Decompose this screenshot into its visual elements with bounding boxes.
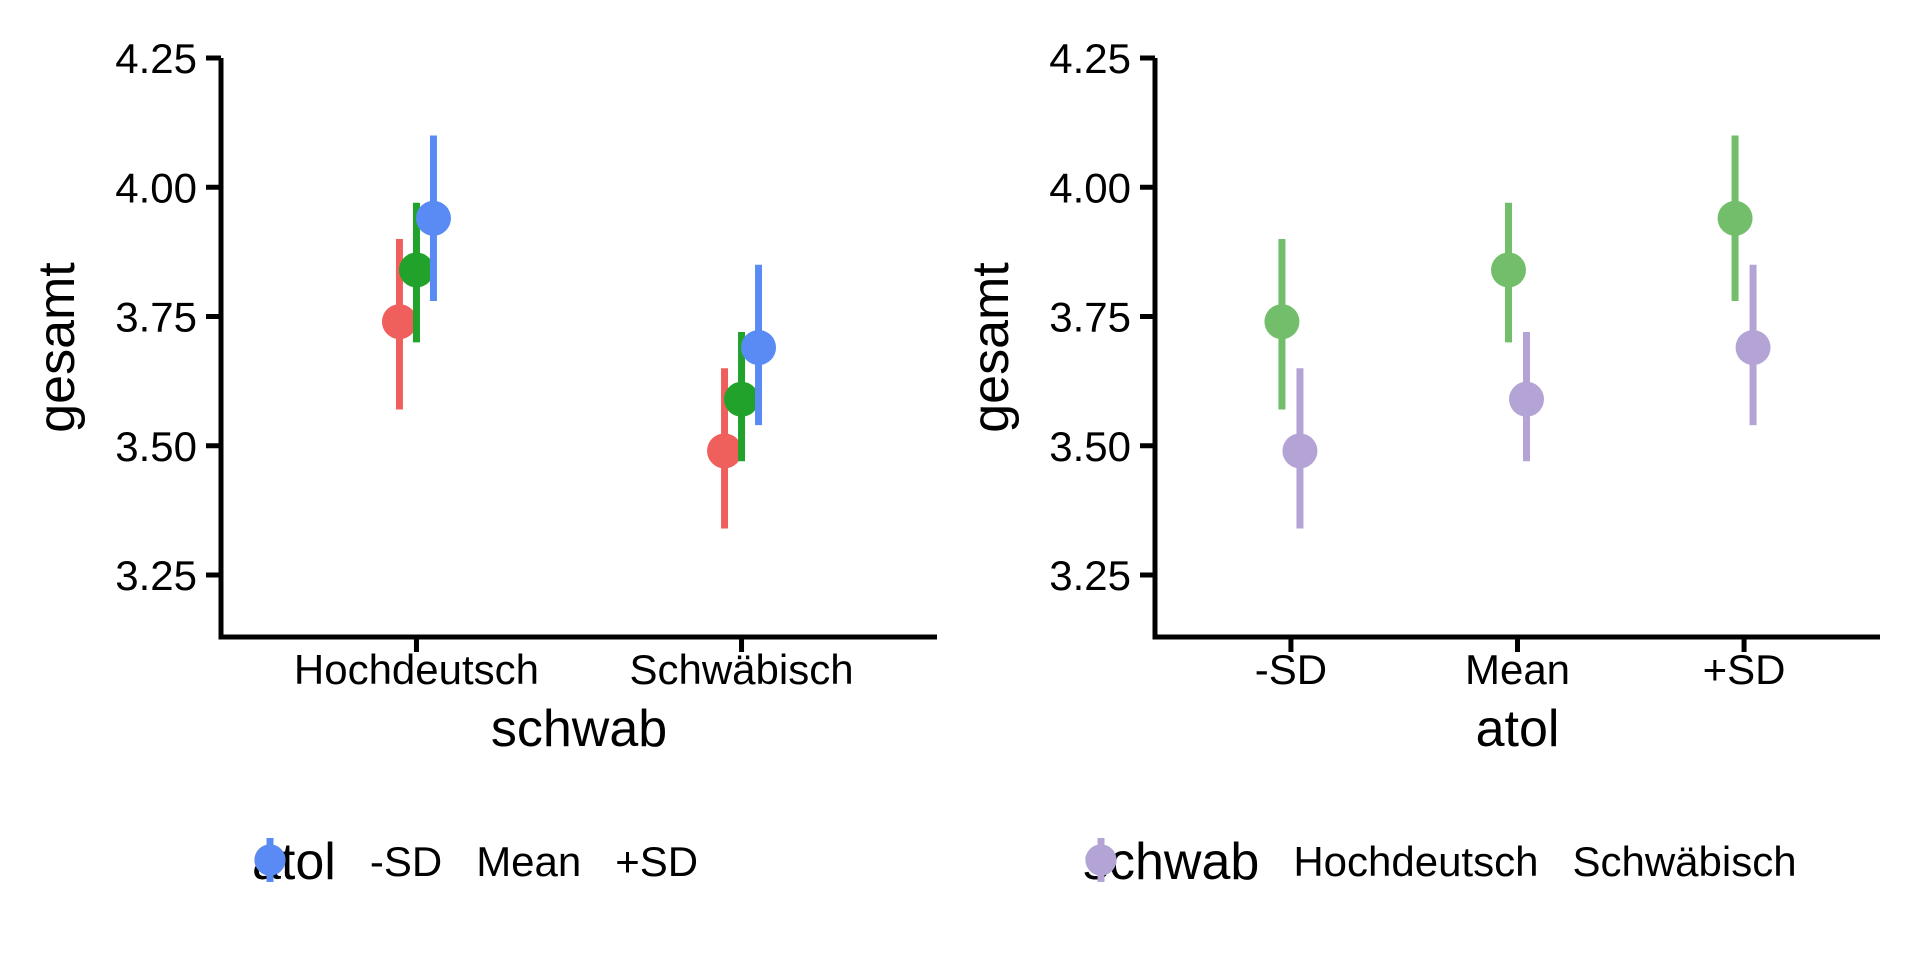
legend-key-pointrange-icon <box>1085 838 1117 882</box>
legend-entry: -SD <box>254 838 443 886</box>
y-axis-title: gesamt <box>28 262 86 433</box>
series-Hochdeutsch <box>1264 135 1753 410</box>
x-tick-label: Mean <box>1465 646 1570 693</box>
y-tick-label: 4.25 <box>1049 35 1131 82</box>
legend-entry: Hochdeutsch <box>1085 838 1539 886</box>
mean-point <box>381 304 417 340</box>
series-+SD <box>415 135 777 426</box>
mean-point <box>415 200 451 236</box>
legend-entry: +SD <box>254 838 699 886</box>
legend-key-pointrange-icon <box>254 838 286 882</box>
left-plot-legend: atol -SD Mean +SD <box>252 830 698 894</box>
left-plot: 4.25 4.00 3.75 3.50 3.25 Hochdeutsch Schwäbisc… <box>28 35 937 758</box>
mean-point <box>1735 330 1771 366</box>
x-tick-label: -SD <box>1255 646 1327 693</box>
legend-label: Mean <box>476 838 582 885</box>
legend-label: Schwäbisch <box>1572 838 1797 885</box>
y-axis-title: gesamt <box>962 262 1020 433</box>
x-tick-label: Schwäbisch <box>629 646 853 693</box>
y-tick-label: 3.50 <box>1049 423 1131 470</box>
x-tick-label: +SD <box>1703 646 1786 693</box>
series-Schwäbisch <box>1282 264 1771 529</box>
legend-key-dot <box>1085 844 1117 876</box>
mean-point <box>1264 304 1300 340</box>
y-tick-label: 3.50 <box>115 423 197 470</box>
legend-entry: Schwäbisch <box>1085 838 1797 886</box>
mean-point <box>398 252 434 288</box>
y-tick-label: 3.75 <box>1049 294 1131 341</box>
y-tick-label: 3.25 <box>1049 552 1131 599</box>
y-tick-label: 4.00 <box>115 164 197 211</box>
mean-point <box>1509 381 1544 417</box>
mean-point <box>724 381 760 417</box>
right-plot-legend: schwab Hochdeutsch Schwäbisch <box>1083 830 1797 894</box>
series--SD <box>381 238 743 529</box>
legend-label: -SD <box>369 838 443 885</box>
y-tick-label: 4.25 <box>115 35 197 82</box>
legend-entry: Mean <box>254 838 582 886</box>
x-axis-title: schwab <box>491 700 667 758</box>
mean-point <box>741 330 777 366</box>
x-tick-label: Hochdeutsch <box>294 646 539 693</box>
y-tick-label: 3.75 <box>115 294 197 341</box>
series-Mean <box>398 202 760 462</box>
mean-point <box>1282 433 1318 469</box>
legend-key-dot <box>254 844 286 876</box>
mean-point <box>707 433 743 469</box>
right-plot: 4.25 4.00 3.75 3.50 3.25 -SD Mean +SD atol gesamt <box>962 35 1880 758</box>
x-axis-title: atol <box>1476 700 1560 758</box>
y-tick-label: 4.00 <box>1049 164 1131 211</box>
legend-label: +SD <box>615 838 699 885</box>
mean-point <box>1717 200 1753 236</box>
y-tick-label: 3.25 <box>115 552 197 599</box>
legend-label: Hochdeutsch <box>1293 838 1539 885</box>
mean-point <box>1491 252 1526 288</box>
